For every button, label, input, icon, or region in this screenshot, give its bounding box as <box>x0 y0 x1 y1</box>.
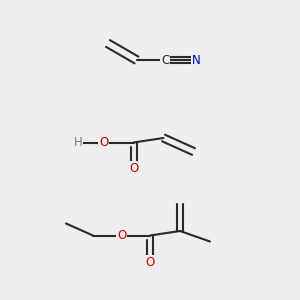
Text: O: O <box>146 256 154 269</box>
Text: N: N <box>192 53 201 67</box>
Text: H: H <box>74 136 82 149</box>
Text: O: O <box>99 136 108 149</box>
Text: O: O <box>117 229 126 242</box>
Text: O: O <box>129 161 138 175</box>
Text: C: C <box>161 53 169 67</box>
